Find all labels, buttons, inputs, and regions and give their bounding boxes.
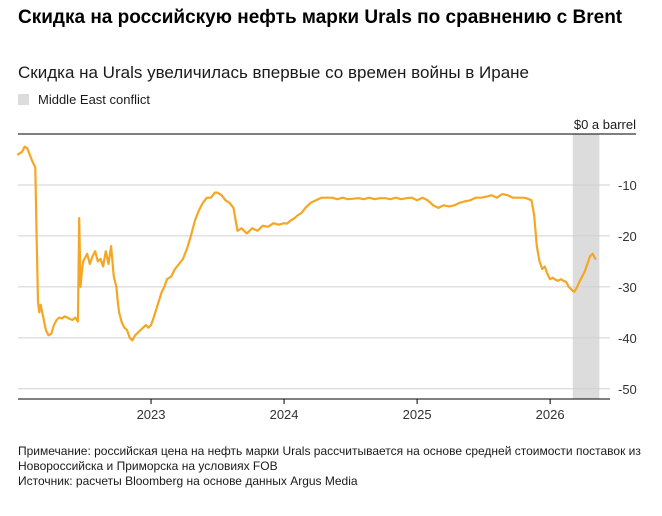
x-tick-label: 2023 — [137, 407, 166, 422]
y-tick-label: -10 — [618, 178, 637, 193]
chart-footer: Примечание: российская цена на нефть мар… — [18, 444, 648, 489]
footer-note: Примечание: российская цена на нефть мар… — [18, 444, 641, 473]
legend-label: Middle East conflict — [38, 91, 150, 107]
series-line — [16, 145, 597, 342]
footer-source: Источник: расчеты Bloomberg на основе да… — [18, 474, 358, 488]
legend-swatch — [18, 93, 29, 105]
y-tick-label: -40 — [618, 331, 637, 346]
y-tick-label: -20 — [618, 229, 637, 244]
y-tick-label: -50 — [618, 382, 637, 397]
legend: Middle East conflict — [18, 90, 150, 108]
x-tick-label: 2026 — [536, 407, 565, 422]
chart-title: Скидка на российскую нефть марки Urals п… — [18, 7, 623, 28]
y-tick-label: -30 — [618, 280, 637, 295]
line-chart: -10 -20 -30 -40 -50 $0 a barrel 2023 2024 2025 20… — [16, 117, 637, 422]
x-tick-label: 2025 — [403, 407, 432, 422]
chart-subtitle: Скидка на Urals увеличилась впервые со в… — [18, 63, 530, 82]
x-tick-label: 2024 — [270, 407, 299, 422]
zero-line-label: $0 a barrel — [574, 117, 636, 132]
